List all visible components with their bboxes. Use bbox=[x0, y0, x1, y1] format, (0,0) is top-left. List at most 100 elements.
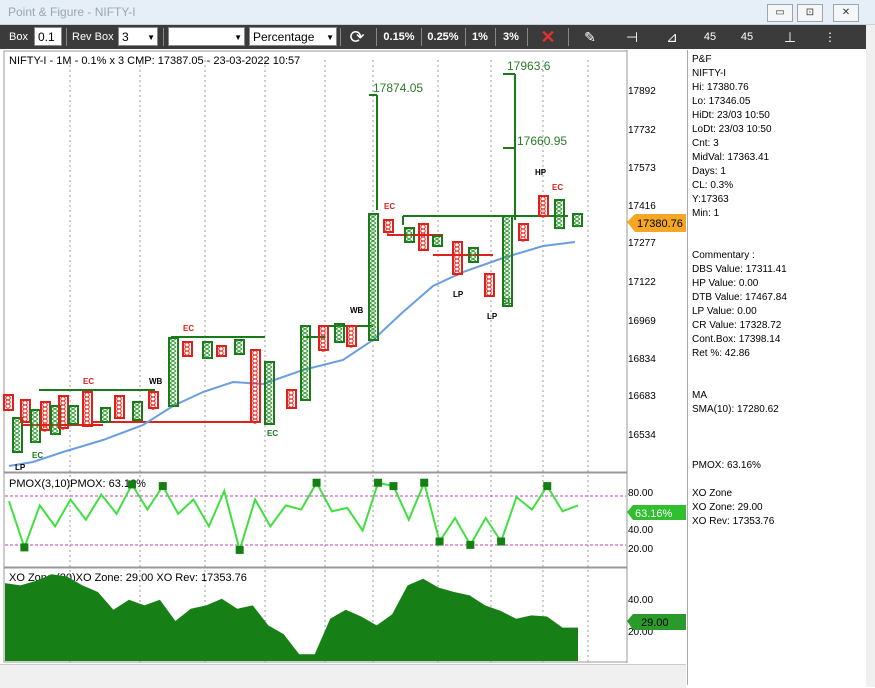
price-tick: 17892 bbox=[628, 86, 656, 97]
more-icon[interactable]: ⋮ bbox=[824, 30, 836, 44]
x-mark bbox=[265, 374, 273, 380]
x-mark bbox=[503, 260, 511, 266]
x-mark bbox=[133, 414, 141, 420]
x-mark bbox=[369, 226, 377, 232]
x-mark bbox=[369, 278, 377, 284]
vertical-grid bbox=[69, 60, 589, 662]
info-line: CR Value: 17328.72 bbox=[692, 320, 782, 331]
angle-45-right-label: 45 bbox=[740, 31, 754, 43]
pmox-extreme-marker bbox=[466, 540, 475, 549]
x-mark bbox=[369, 230, 377, 236]
info-line: LP Value: 0.00 bbox=[692, 306, 757, 317]
pmox-value: 63.16% bbox=[635, 508, 673, 520]
angle-45-left-icon[interactable]: 45 bbox=[698, 27, 722, 47]
x-mark bbox=[31, 434, 39, 440]
x-mark bbox=[265, 402, 273, 408]
trendline-tool-icon[interactable]: ⊿ bbox=[666, 29, 678, 45]
x-mark bbox=[101, 416, 109, 422]
toolbar-divider bbox=[376, 28, 377, 46]
x-mark bbox=[169, 346, 177, 352]
x-mark bbox=[169, 398, 177, 404]
x-mark bbox=[301, 386, 309, 392]
edit-icon[interactable]: ✎ bbox=[584, 29, 596, 45]
pmox-extreme-marker bbox=[389, 482, 398, 491]
info-line: NIFTY-I bbox=[692, 68, 727, 79]
x-mark bbox=[235, 348, 243, 354]
pmox-extreme-marker bbox=[20, 543, 29, 552]
maximize-button[interactable]: ⊡ bbox=[797, 4, 823, 22]
x-mark bbox=[51, 430, 59, 436]
o-mark bbox=[184, 350, 190, 356]
main-panel-frame bbox=[3, 50, 628, 473]
x-mark bbox=[301, 326, 309, 332]
x-mark bbox=[369, 326, 377, 332]
x-mark bbox=[503, 236, 511, 242]
pct-button-025[interactable]: 0.25% bbox=[427, 31, 459, 43]
close-button[interactable]: ✕ bbox=[833, 4, 859, 22]
info-line: Hi: 17380.76 bbox=[692, 82, 749, 93]
x-mark bbox=[301, 370, 309, 376]
box-input[interactable]: 0.1 bbox=[34, 27, 62, 46]
horizontal-line-tool-icon[interactable]: ⊣ bbox=[625, 29, 639, 45]
x-mark bbox=[169, 362, 177, 368]
label-ec: EC bbox=[183, 324, 194, 333]
x-mark bbox=[433, 240, 441, 246]
target-label-2: 17963.6 bbox=[507, 59, 551, 73]
price-tick: 16834 bbox=[628, 354, 656, 365]
pmox-line bbox=[8, 479, 579, 554]
vertical-line-tool-icon[interactable]: ⊥ bbox=[783, 29, 797, 45]
info-line: XO Zone bbox=[692, 488, 733, 499]
x-mark bbox=[503, 244, 511, 250]
pmox-tick: 40.00 bbox=[628, 525, 653, 536]
minimize-button[interactable]: ▭ bbox=[767, 4, 793, 22]
label-hp: HP bbox=[535, 168, 547, 177]
x-mark bbox=[31, 426, 39, 432]
x-mark bbox=[503, 224, 511, 230]
x-mark bbox=[405, 236, 413, 242]
x-mark bbox=[13, 430, 21, 436]
pct-button-3[interactable]: 3% bbox=[503, 31, 519, 43]
chart-type-select[interactable]: ▼ bbox=[168, 27, 245, 46]
x-mark bbox=[555, 212, 563, 218]
angle-45-right-icon[interactable]: 45 bbox=[735, 27, 759, 47]
x-mark bbox=[369, 270, 377, 276]
price-tick: 16683 bbox=[628, 391, 656, 402]
x-column bbox=[468, 247, 479, 263]
refresh-icon[interactable]: ⟳ bbox=[349, 27, 365, 47]
x-mark bbox=[555, 216, 563, 222]
x-mark bbox=[51, 410, 59, 416]
rev-box-select[interactable]: 3 ▼ bbox=[118, 27, 158, 46]
o-column bbox=[148, 391, 159, 409]
x-column bbox=[168, 337, 179, 407]
x-mark bbox=[203, 346, 211, 352]
target-lines bbox=[369, 73, 516, 220]
price-tick: 17573 bbox=[628, 163, 656, 174]
chart-area[interactable]: NIFTY-I - 1M - 0.1% x 3 CMP: 17387.05 - … bbox=[3, 50, 686, 663]
x-mark bbox=[13, 446, 21, 452]
x-mark bbox=[503, 272, 511, 278]
x-mark bbox=[369, 246, 377, 252]
price-tick: 17732 bbox=[628, 125, 656, 136]
x-mark bbox=[369, 310, 377, 316]
x-mark bbox=[369, 238, 377, 244]
chevron-down-icon: ▼ bbox=[234, 33, 242, 42]
scrollbar[interactable] bbox=[866, 25, 875, 687]
delete-icon[interactable]: ✕ bbox=[540, 27, 556, 47]
x-mark bbox=[503, 288, 511, 294]
method-select[interactable]: Percentage ▼ bbox=[249, 27, 337, 46]
x-mark bbox=[169, 374, 177, 380]
x-mark bbox=[265, 410, 273, 416]
x-mark bbox=[469, 256, 477, 262]
x-mark bbox=[301, 338, 309, 344]
x-column bbox=[132, 401, 143, 421]
x-mark bbox=[301, 334, 309, 340]
pct-button-015[interactable]: 0.15% bbox=[383, 31, 415, 43]
x-mark bbox=[51, 426, 59, 432]
o-column bbox=[286, 389, 297, 409]
o-column bbox=[484, 273, 495, 297]
x-mark bbox=[503, 232, 511, 238]
pct-button-1[interactable]: 1% bbox=[472, 31, 488, 43]
pmox-extreme-marker bbox=[128, 480, 137, 489]
x-mark bbox=[51, 406, 59, 412]
x-mark bbox=[31, 410, 39, 416]
